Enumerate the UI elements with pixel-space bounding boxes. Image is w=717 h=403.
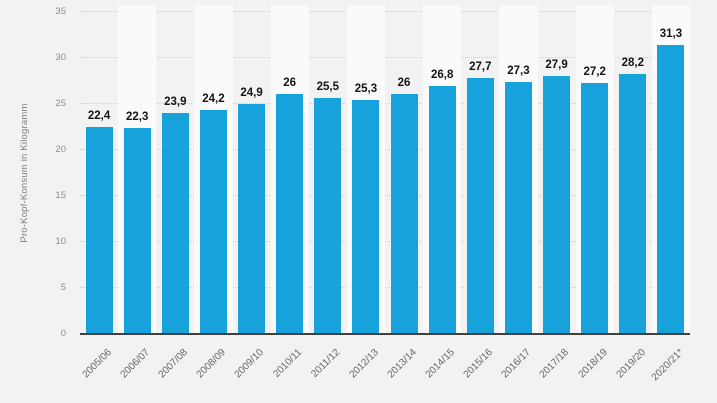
bar-2014/15[interactable]	[428, 86, 456, 333]
value-label-2017/18: 27,9	[545, 59, 568, 72]
chart-column-2005/06: 22,4 2005/06	[80, 5, 118, 380]
plot-area: 22,4 2005/06 22,3 2006/07 23,9 2007/08 24,2 200…	[80, 5, 690, 383]
y-tick-label-35: 35	[55, 5, 66, 17]
value-label-2009/10: 24,9	[240, 86, 263, 99]
x-category-label-2007/08: 2007/08	[156, 347, 191, 381]
value-label-2014/15: 26,8	[430, 69, 454, 82]
gridline-y-20	[80, 148, 690, 150]
chart-column-2008/09: 24,2 2008/09	[194, 5, 233, 380]
y-tick-label-10: 10	[55, 235, 66, 247]
y-tick-label-30: 30	[55, 51, 66, 63]
x-category-label-2008/09: 2008/09	[194, 347, 229, 381]
bar-2005/06[interactable]	[85, 126, 113, 333]
chart-column-2014/15: 26,8 2014/15	[423, 5, 462, 380]
value-label-2016/17: 27,3	[507, 64, 530, 77]
x-category-label-2006/07: 2006/07	[118, 347, 152, 381]
bar-2017/18[interactable]	[543, 76, 571, 333]
x-category-label-2010/11: 2010/11	[271, 347, 305, 380]
x-category-label-2020/21*: 2020/21*	[649, 347, 686, 384]
gridline-y-25	[80, 102, 690, 104]
x-category-label-2014/15: 2014/15	[423, 347, 457, 381]
x-category-label-2013/14: 2013/14	[385, 347, 419, 381]
bar-2016/17[interactable]	[504, 81, 532, 333]
chart-column-2015/16: 27,7 2015/16	[461, 5, 499, 380]
gridline-y-30	[80, 56, 690, 58]
chart-column-2006/07: 22,3 2006/07	[118, 5, 157, 380]
chart-column-2012/13: 25,3 2012/13	[346, 5, 385, 380]
y-tick-label-0: 0	[60, 328, 66, 339]
gridline-y-5	[80, 286, 690, 288]
chart-column-2009/10: 24,9 2009/10	[233, 5, 271, 380]
bar-2015/16[interactable]	[466, 78, 494, 333]
chart-column-2007/08: 23,9 2007/08	[156, 5, 194, 380]
chart-column-2011/12: 25,5 2011/12	[309, 5, 347, 379]
bar-2006/07[interactable]	[123, 127, 151, 333]
value-label-2013/14: 26	[397, 76, 411, 89]
x-category-label-2015/16: 2015/16	[461, 347, 496, 381]
bar-2010/11[interactable]	[276, 93, 304, 333]
bar-2012/13[interactable]	[352, 100, 380, 333]
value-label-2020/21*: 31,3	[659, 28, 683, 41]
x-category-label-2005/06: 2005/06	[80, 347, 114, 381]
chart-column-2010/11: 26 2010/11	[270, 5, 309, 380]
chart-column-2013/14: 26 2013/14	[385, 5, 423, 381]
y-tick-label-15: 15	[55, 189, 66, 201]
gridline-y-10	[80, 240, 690, 242]
bar-2020/21*[interactable]	[657, 45, 685, 333]
chart-column-2016/17: 27,3 2016/17	[499, 5, 538, 380]
value-label-2010/11: 26	[283, 76, 297, 89]
value-label-2006/07: 22,3	[125, 110, 149, 123]
bar-2013/14[interactable]	[390, 93, 418, 333]
value-label-2018/19: 27,2	[583, 65, 606, 78]
gridline-y-15	[80, 194, 690, 196]
x-category-label-2012/13: 2012/13	[347, 347, 381, 381]
y-tick-label-25: 25	[55, 97, 66, 109]
value-label-2007/08: 23,9	[164, 96, 187, 109]
x-category-label-2009/10: 2009/10	[232, 347, 267, 381]
y-tick-label-20: 20	[55, 143, 66, 155]
value-label-2008/09: 24,2	[202, 93, 225, 106]
value-label-2015/16: 27,7	[469, 61, 492, 74]
x-category-label-2019/20: 2019/20	[614, 347, 648, 381]
value-label-2019/20: 28,2	[621, 56, 645, 69]
y-axis-title-text: Pro-Kopf-Konsum in Kilogramm	[18, 103, 30, 243]
chart-column-2018/19: 27,2 2018/19	[575, 5, 614, 380]
chart-column-2019/20: 28,2 2019/20	[614, 5, 652, 381]
bar-2011/12[interactable]	[314, 98, 342, 333]
gridline-y-35	[80, 10, 690, 12]
bar-2008/09[interactable]	[199, 110, 227, 333]
x-category-label-2018/19: 2018/19	[576, 347, 610, 381]
bar-2009/10[interactable]	[238, 103, 266, 333]
x-category-label-2011/12: 2011/12	[309, 347, 343, 380]
bar-2018/19[interactable]	[581, 82, 609, 333]
bar-2007/08[interactable]	[161, 113, 189, 333]
chart-column-2017/18: 27,9 2017/18	[538, 5, 576, 380]
x-category-label-2016/17: 2016/17	[499, 347, 534, 381]
chart-column-2020/21*: 31,3 2020/21*	[650, 5, 690, 383]
value-label-2012/13: 25,3	[354, 83, 378, 96]
y-tick-label-5: 5	[60, 281, 66, 293]
value-label-2005/06: 22,4	[87, 109, 111, 122]
x-category-label-2017/18: 2017/18	[537, 347, 572, 381]
bar-2019/20[interactable]	[619, 73, 647, 333]
value-label-2011/12: 25,5	[316, 81, 340, 94]
